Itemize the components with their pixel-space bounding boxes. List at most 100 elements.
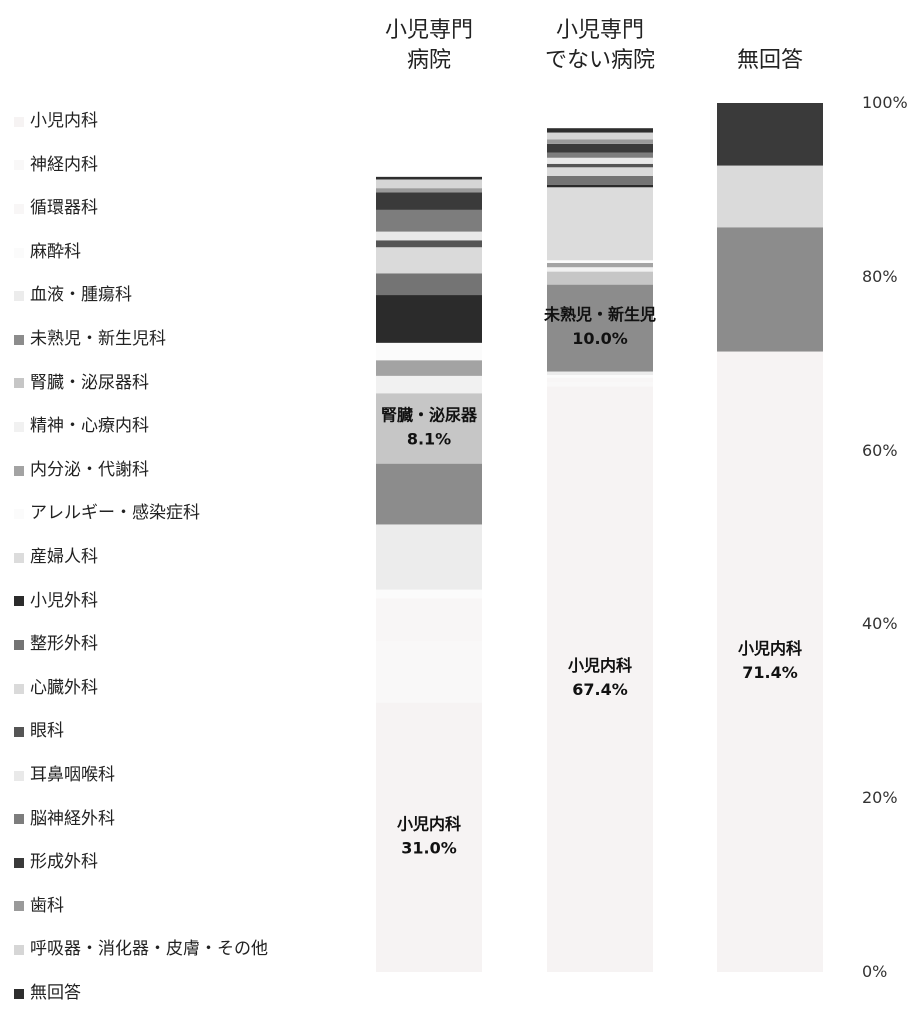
legend-label: 小児内科 <box>30 111 98 131</box>
legend-label: アレルギー・感染症科 <box>30 503 200 524</box>
bar-segment <box>376 360 482 376</box>
legend-label: 腎臓・泌尿器科 <box>30 372 149 393</box>
legend-item: 心臓外科 <box>14 667 268 711</box>
legend-swatch <box>14 378 24 389</box>
bar-segment <box>547 371 653 375</box>
bar-segment <box>376 231 482 241</box>
legend-swatch <box>14 203 24 214</box>
legend-swatch <box>14 421 24 432</box>
y-tick-label: 0% <box>862 962 888 981</box>
legend-label: 心臓外科 <box>30 677 98 698</box>
legend-label: 産婦人科 <box>30 546 98 567</box>
bar-segment <box>547 381 653 387</box>
bar-segment <box>376 179 482 189</box>
bar-segment <box>376 188 482 193</box>
bar-segment <box>376 641 482 703</box>
bar-segment <box>717 165 823 228</box>
bar-segment <box>547 386 653 972</box>
bar-segment <box>547 284 653 372</box>
bar-segment <box>376 342 482 361</box>
legend-swatch <box>14 247 24 258</box>
bar-segment <box>376 273 482 296</box>
legend-item: 内分泌・代謝科 <box>14 449 268 493</box>
bar-segment <box>376 295 482 343</box>
legend-item: 小児外科 <box>14 580 268 624</box>
legend-swatch <box>14 465 24 476</box>
data-label: 小児内科 31.0% <box>397 814 461 857</box>
bar-segment <box>717 103 823 166</box>
column-header: 小児専門 病院 <box>384 18 473 73</box>
y-tick-label: 60% <box>862 440 898 460</box>
legend-swatch <box>14 291 24 302</box>
bar-segment <box>547 184 653 188</box>
bar-segment <box>376 702 482 972</box>
legend-swatch <box>14 857 24 868</box>
bar-segment <box>376 375 482 394</box>
bar-segment <box>547 260 653 263</box>
legend-swatch <box>14 639 24 650</box>
y-tick-label: 40% <box>862 614 898 634</box>
bar-segment <box>376 524 482 590</box>
legend-item: 血液・腫瘍科 <box>14 274 268 318</box>
legend-label: 脳神経外科 <box>30 808 115 829</box>
bar-segment <box>547 377 653 382</box>
legend-label: 歯科 <box>30 895 64 916</box>
bar-segment <box>717 351 823 972</box>
legend-label: 整形外科 <box>30 634 98 655</box>
legend-item: 精神・心療内科 <box>14 405 268 449</box>
column-header: 小児専門 でない病院 <box>544 18 655 73</box>
legend-label: 耳鼻咽喉科 <box>30 764 115 785</box>
bar-segment <box>376 463 482 525</box>
legend-label: 神経内科 <box>30 154 98 175</box>
bar-segment <box>547 143 653 153</box>
legend-swatch <box>14 727 24 738</box>
legend-item: 循環器科 <box>14 187 268 231</box>
bar-segment <box>376 247 482 274</box>
bar-segment <box>547 139 653 144</box>
bar-segment <box>547 163 653 168</box>
bar-segment <box>376 176 482 180</box>
legend-item: 腎臓・泌尿器科 <box>14 362 268 406</box>
legend-item: 無回答 <box>14 972 268 1015</box>
legend-swatch <box>14 334 24 345</box>
bar-segment <box>547 262 653 268</box>
legend-item: 未熟児・新生児科 <box>14 318 268 362</box>
bar-segment <box>547 157 653 164</box>
legend-item: 産婦人科 <box>14 536 268 580</box>
legend-swatch <box>14 160 24 171</box>
bar-segment <box>376 393 482 464</box>
legend-item: アレルギー・感染症科 <box>14 492 268 536</box>
bar-segment <box>547 132 653 140</box>
legend-swatch <box>14 596 24 607</box>
bar-segment <box>376 240 482 248</box>
legend-label: 呼吸器・消化器・皮膚・その他 <box>30 939 268 960</box>
legend-swatch <box>14 509 24 520</box>
data-label: 未熟児・新生児 10.0% <box>543 305 656 348</box>
legend-label: 血液・腫瘍科 <box>30 285 132 306</box>
legend-label: 精神・心療内科 <box>30 416 149 437</box>
column-header: 無回答 <box>736 48 803 73</box>
bar-segment <box>376 589 482 599</box>
bar-segment <box>547 152 653 158</box>
legend-label: 眼科 <box>30 721 64 742</box>
bar-segment <box>547 267 653 272</box>
legend-item: 小児内科 <box>14 100 268 144</box>
legend-label: 無回答 <box>30 982 81 1003</box>
legend-swatch <box>14 552 24 563</box>
bar-segment <box>547 128 653 133</box>
data-label: 腎臓・泌尿器 8.1% <box>381 405 478 448</box>
legend-label: 麻酔科 <box>30 241 81 262</box>
legend-item: 耳鼻咽喉科 <box>14 754 268 798</box>
bar-segment <box>717 227 823 352</box>
bar-segment <box>547 271 653 285</box>
bar-segment <box>547 167 653 176</box>
data-label: 小児内科 67.4% <box>568 656 632 699</box>
bar-segment <box>547 187 653 261</box>
y-tick-label: 20% <box>862 788 898 808</box>
legend-swatch <box>14 988 24 999</box>
legend-item: 眼科 <box>14 710 268 754</box>
bar-segment <box>376 209 482 232</box>
bar-segment <box>547 374 653 378</box>
bar-segment <box>376 598 482 642</box>
